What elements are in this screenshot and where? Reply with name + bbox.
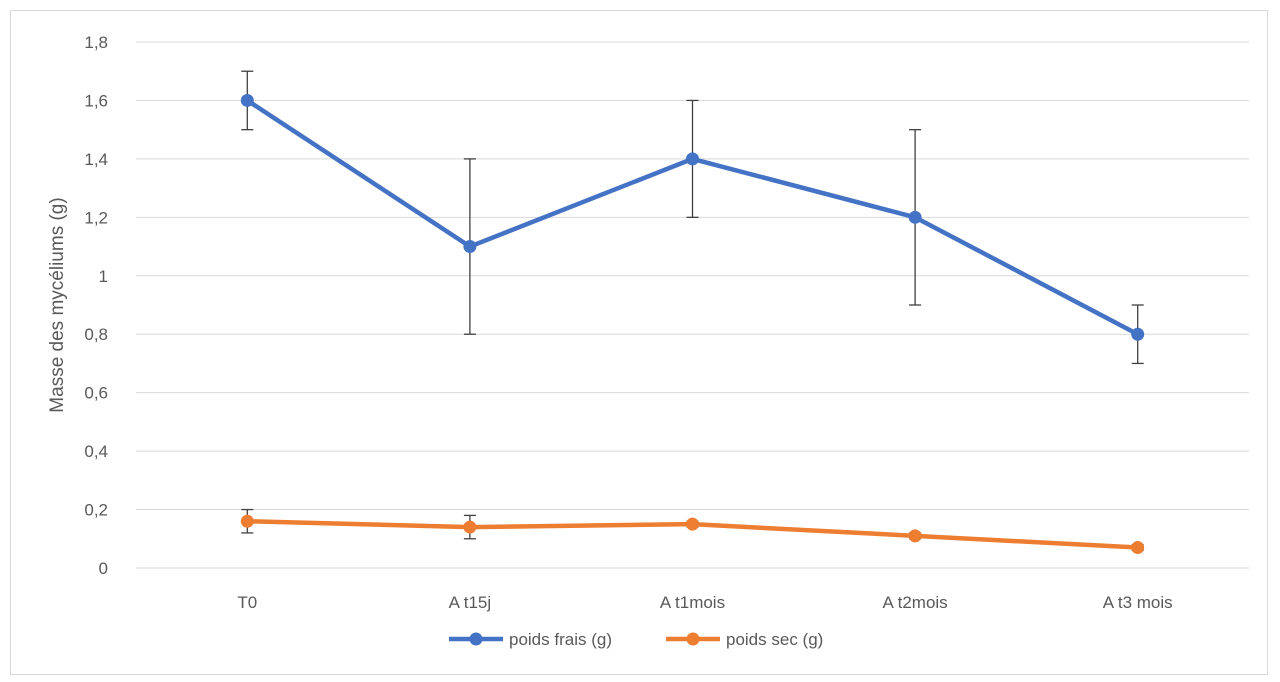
x-tick-label: A t2mois [882, 593, 947, 612]
y-tick-label: 0 [99, 559, 108, 578]
legend: poids frais (g) poids sec (g) [449, 630, 823, 649]
error-bars [241, 70, 1144, 552]
y-tick-label: 0,2 [84, 501, 108, 520]
y-tick-label: 1,6 [84, 91, 108, 110]
x-tick-label: A t1mois [660, 593, 725, 612]
legend-label: poids frais (g) [509, 630, 612, 649]
data-point [463, 520, 477, 534]
y-tick-label: 1,4 [84, 150, 108, 169]
legend-label: poids sec (g) [726, 630, 823, 649]
y-tick-label: 0,6 [84, 384, 108, 403]
x-tick-label: A t3 mois [1103, 593, 1173, 612]
line-chart: 0 0,2 0,4 0,6 0,8 1 1,2 1,4 1,6 1,8 T0 A t15j A t1m… [47, 33, 1249, 649]
data-point [686, 152, 699, 166]
y-tick-label: 0,8 [84, 325, 108, 344]
data-point [240, 93, 254, 107]
y-tick-label: 1,8 [84, 33, 108, 52]
x-tick-label: T0 [237, 593, 257, 612]
data-point [908, 529, 922, 543]
data-point [1131, 541, 1145, 555]
y-tick-labels: 0 0,2 0,4 0,6 0,8 1 1,2 1,4 1,6 1,8 [84, 33, 108, 578]
y-tick-label: 1,2 [84, 208, 108, 227]
data-point [240, 514, 254, 528]
data-point [908, 210, 922, 224]
data-point [1131, 327, 1145, 341]
legend-swatch-marker [469, 632, 483, 646]
chart-frame: 0 0,2 0,4 0,6 0,8 1 1,2 1,4 1,6 1,8 T0 A t15j A t1m… [10, 10, 1268, 675]
x-tick-labels: T0 A t15j A t1mois A t2mois A t3 mois [237, 593, 1172, 612]
legend-swatch-marker [686, 632, 700, 646]
y-tick-label: 1 [99, 267, 108, 286]
series-lines [240, 93, 1145, 555]
y-tick-label: 0,4 [84, 442, 108, 461]
data-point [686, 517, 699, 531]
data-point [463, 240, 477, 254]
y-axis-title: Masse des mycéliums (g) [47, 197, 68, 412]
x-tick-label: A t15j [449, 593, 492, 612]
